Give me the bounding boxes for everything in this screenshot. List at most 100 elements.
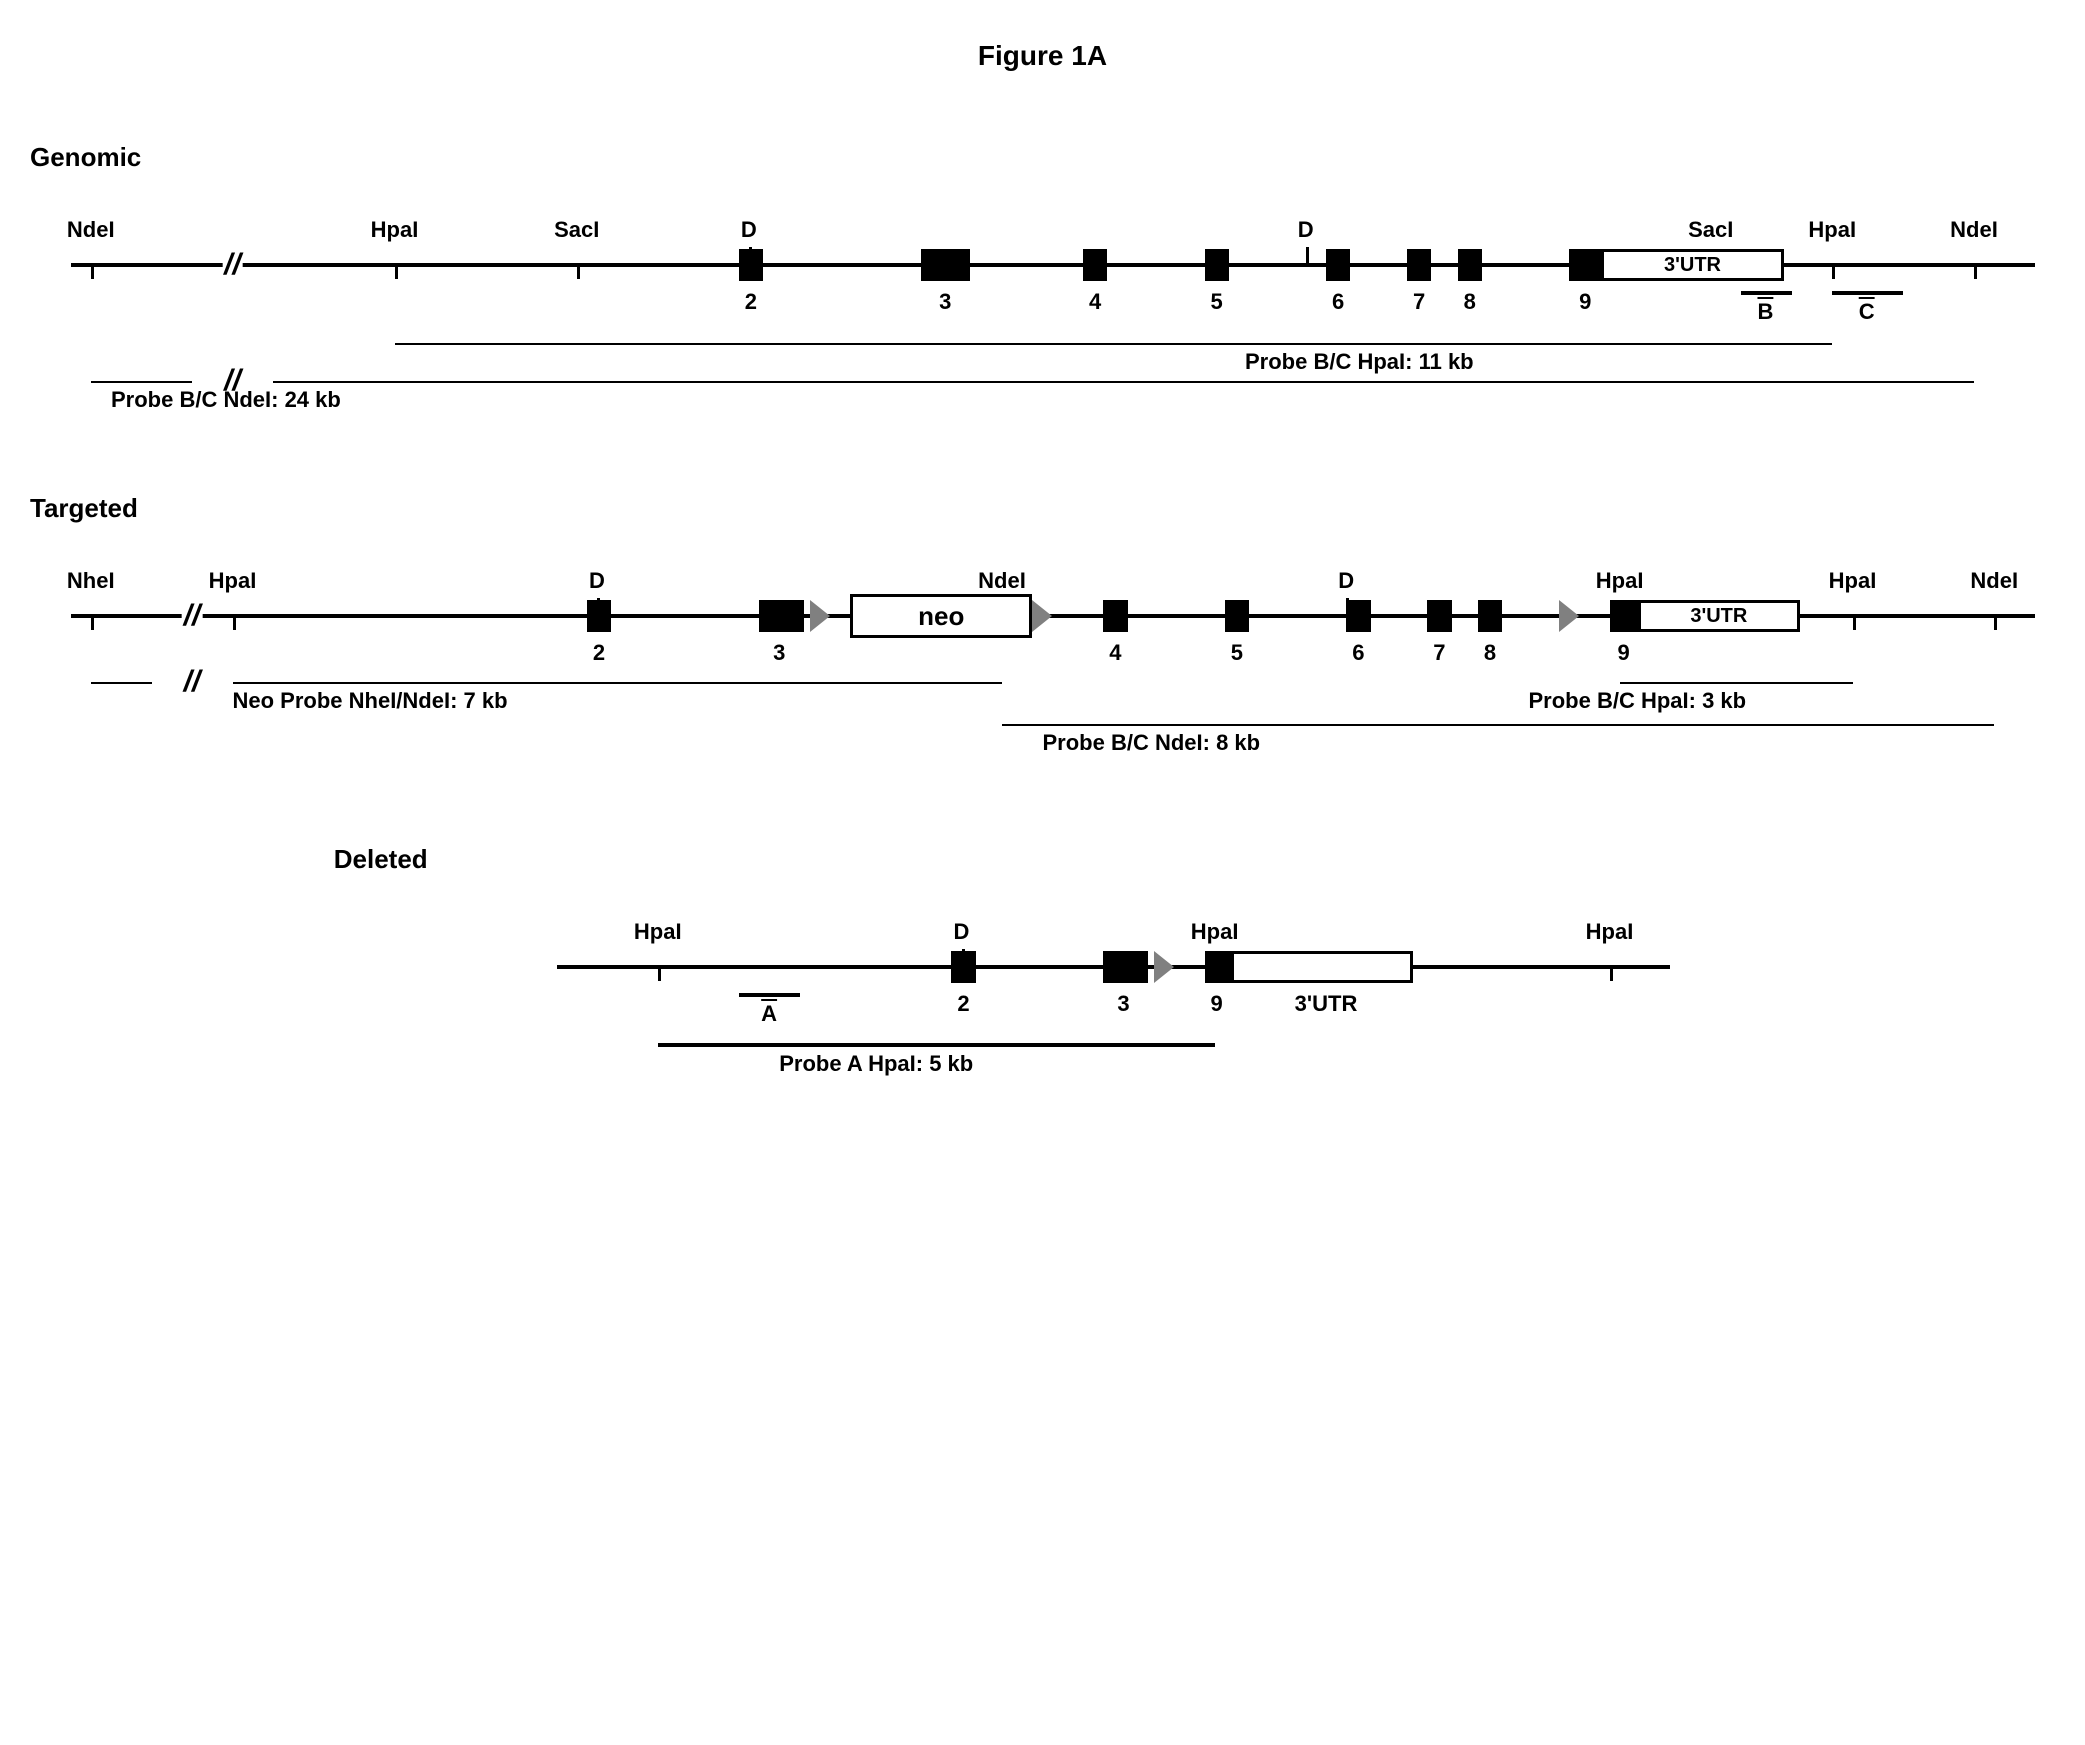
fragment-line bbox=[1002, 724, 1994, 726]
exon-num: 9 bbox=[1618, 640, 1630, 666]
exon bbox=[1407, 249, 1431, 281]
probe-bar bbox=[739, 993, 800, 997]
exon bbox=[1326, 249, 1350, 281]
exon bbox=[1205, 951, 1231, 983]
fragment-line bbox=[91, 682, 152, 684]
exon-num: 9 bbox=[1211, 991, 1223, 1017]
site-label: NdeI bbox=[67, 217, 115, 243]
site-tick bbox=[233, 614, 236, 630]
break-icon: // bbox=[182, 665, 203, 699]
exon bbox=[587, 600, 611, 632]
probe-label: B bbox=[1757, 299, 1773, 325]
probe-label: A bbox=[761, 1001, 777, 1027]
fragment-line bbox=[233, 682, 1003, 684]
lox-icon bbox=[1154, 951, 1174, 983]
fragment-line bbox=[395, 343, 1833, 345]
site-tick bbox=[1994, 614, 1997, 630]
site-tick bbox=[658, 965, 661, 981]
site-label: HpaI bbox=[1586, 919, 1634, 945]
exon-num: 5 bbox=[1231, 640, 1243, 666]
site-label: HpaI bbox=[209, 568, 257, 594]
exon-num: 8 bbox=[1464, 289, 1476, 315]
exon-num: 7 bbox=[1413, 289, 1425, 315]
fragment-line bbox=[273, 381, 1974, 383]
exon bbox=[951, 951, 975, 983]
site-label: HpaI bbox=[1191, 919, 1239, 945]
exon-num: 8 bbox=[1484, 640, 1496, 666]
utr-label: 3'UTR bbox=[1295, 991, 1358, 1017]
exon bbox=[1458, 249, 1482, 281]
lox-icon bbox=[1032, 600, 1052, 632]
lox-icon bbox=[810, 600, 830, 632]
utr-box: 3'UTR bbox=[1601, 249, 1783, 281]
map-genomic: // NdeI HpaI SacI D D SacI HpaI NdeI 2 3… bbox=[30, 213, 2055, 413]
exon bbox=[759, 600, 804, 632]
probe-bar bbox=[1832, 291, 1903, 295]
site-label: D bbox=[589, 568, 605, 594]
utr-box bbox=[1231, 951, 1413, 983]
site-label: SacI bbox=[554, 217, 599, 243]
site-label: D bbox=[741, 217, 757, 243]
fragment-line bbox=[1620, 682, 1853, 684]
exon-num: 3 bbox=[773, 640, 785, 666]
figure-title: Figure 1A bbox=[30, 40, 2055, 72]
site-label: HpaI bbox=[371, 217, 419, 243]
exon bbox=[1346, 600, 1370, 632]
site-tick bbox=[1610, 965, 1613, 981]
exon bbox=[1103, 951, 1148, 983]
map-deleted: HpaI D HpaI HpaI 2 3 9 3'UTR A Probe A H… bbox=[30, 915, 2055, 1085]
site-tick bbox=[91, 263, 94, 279]
site-tick bbox=[395, 263, 398, 279]
fragment-label: Probe B/C NdeI: 8 kb bbox=[1043, 730, 1261, 756]
exon bbox=[1610, 600, 1638, 632]
site-label: NheI bbox=[67, 568, 115, 594]
exon-num: 2 bbox=[593, 640, 605, 666]
fragment-line bbox=[91, 381, 192, 383]
neo-box: neo bbox=[850, 594, 1032, 638]
exon bbox=[1083, 249, 1107, 281]
exon bbox=[1225, 600, 1249, 632]
section-title-genomic: Genomic bbox=[30, 142, 2055, 173]
exon bbox=[1478, 600, 1502, 632]
exon-num: 3 bbox=[939, 289, 951, 315]
site-label: HpaI bbox=[1808, 217, 1856, 243]
exon bbox=[1103, 600, 1127, 632]
section-title-deleted: Deleted bbox=[334, 844, 2055, 875]
lox-icon bbox=[1559, 600, 1579, 632]
site-label: HpaI bbox=[1596, 568, 1644, 594]
map-targeted: // NheI HpaI D NdeI D HpaI HpaI NdeI 2 3… bbox=[30, 564, 2055, 764]
site-label: NdeI bbox=[1970, 568, 2018, 594]
fragment-label: Probe B/C NdeI: 24 kb bbox=[111, 387, 341, 413]
exon-num: 4 bbox=[1109, 640, 1121, 666]
fragment-label: Probe B/C HpaI: 11 kb bbox=[1245, 349, 1474, 375]
exon-num: 7 bbox=[1433, 640, 1445, 666]
exon bbox=[921, 249, 970, 281]
section-deleted: Deleted HpaI D HpaI HpaI 2 3 9 3'UTR A P… bbox=[30, 844, 2055, 1085]
site-tick bbox=[1832, 263, 1835, 279]
site-label: NdeI bbox=[978, 568, 1026, 594]
exon-num: 6 bbox=[1352, 640, 1364, 666]
fragment-label: Probe A HpaI: 5 kb bbox=[779, 1051, 973, 1077]
site-label: SacI bbox=[1688, 217, 1733, 243]
exon bbox=[739, 249, 763, 281]
site-tick bbox=[1974, 263, 1977, 279]
exon-num: 2 bbox=[745, 289, 757, 315]
site-tick bbox=[577, 263, 580, 279]
site-label: HpaI bbox=[634, 919, 682, 945]
utr-box: 3'UTR bbox=[1638, 600, 1800, 632]
site-label: D bbox=[1338, 568, 1354, 594]
fragment-line bbox=[658, 1043, 1215, 1047]
fragment-label: Neo Probe NheI/NdeI: 7 kb bbox=[233, 688, 508, 714]
site-label: D bbox=[1298, 217, 1314, 243]
exon bbox=[1427, 600, 1451, 632]
site-label: HpaI bbox=[1829, 568, 1877, 594]
exon-num: 9 bbox=[1579, 289, 1591, 315]
break-icon: // bbox=[182, 599, 203, 633]
probe-bar bbox=[1741, 291, 1792, 295]
fragment-label: Probe B/C HpaI: 3 kb bbox=[1529, 688, 1747, 714]
site-label: D bbox=[954, 919, 970, 945]
site-tick bbox=[91, 614, 94, 630]
section-genomic: Genomic // NdeI HpaI SacI D D SacI HpaI … bbox=[30, 142, 2055, 413]
exon-num: 4 bbox=[1089, 289, 1101, 315]
section-title-targeted: Targeted bbox=[30, 493, 2055, 524]
